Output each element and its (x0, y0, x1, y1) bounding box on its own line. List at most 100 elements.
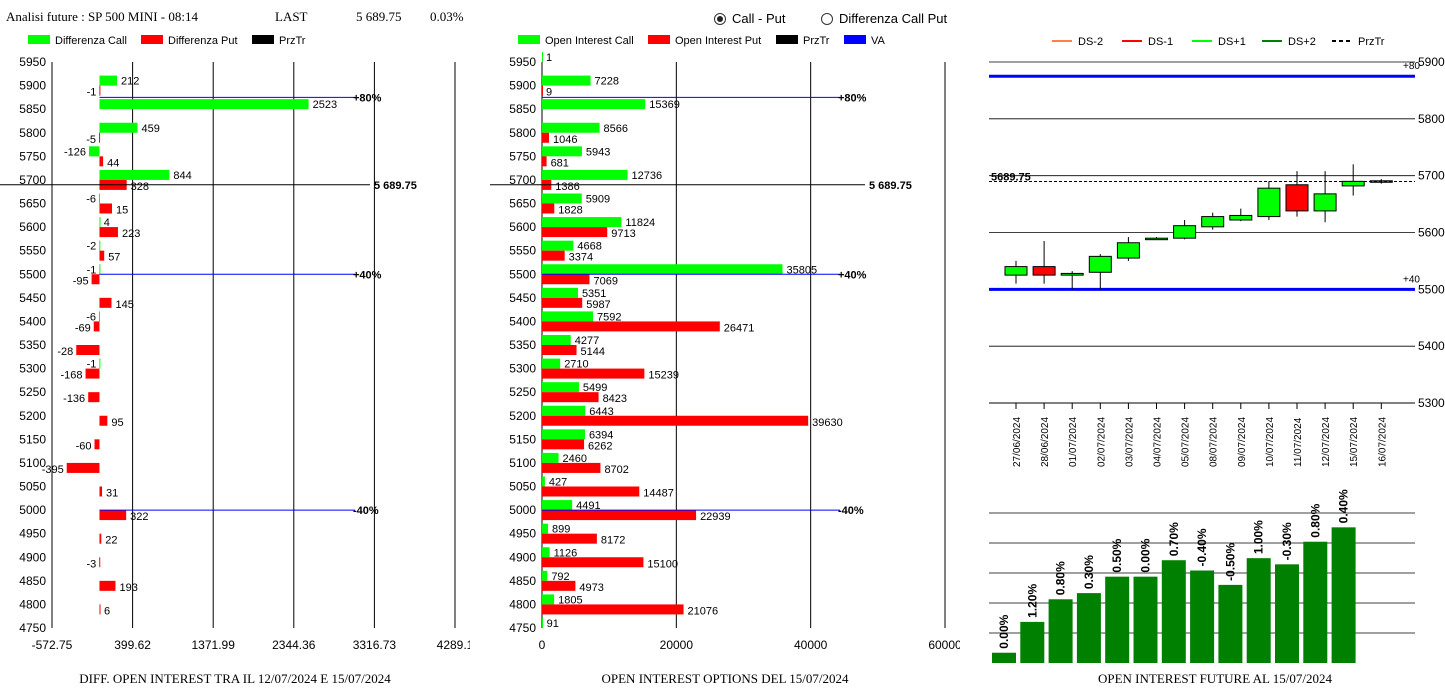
legend-label: PrzTr (279, 35, 306, 47)
y-tick-label: 5500 (509, 267, 536, 281)
call-bar (542, 452, 559, 463)
put-bar (542, 580, 576, 591)
candle-body (1201, 216, 1225, 228)
call-value-label: 5943 (586, 146, 610, 158)
call-value-label: -2 (87, 241, 97, 253)
call-value-label: -126 (64, 146, 86, 158)
put-value-label: 57 (108, 252, 120, 264)
x-tick-label: 04/07/2024 (1153, 417, 1164, 467)
call-bar (542, 405, 586, 416)
call-value-label: 4 (104, 217, 110, 229)
change-percent: 0.03% (430, 9, 464, 24)
put-bar (99, 250, 105, 261)
y-tick-label: 5950 (509, 55, 536, 69)
diff-chart-caption: DIFF. OPEN INTEREST TRA IL 12/07/2024 E … (79, 671, 391, 686)
x-tick-label: 16/07/2024 (1377, 417, 1388, 467)
call-value-label: 4277 (575, 335, 599, 347)
y-tick-label: 5800 (509, 126, 536, 140)
put-value-label: 8702 (604, 464, 628, 476)
call-value-label: 7592 (597, 311, 621, 323)
future-bar (992, 652, 1016, 663)
y-tick-label: 5800 (1418, 112, 1445, 126)
put-value-label: 223 (122, 228, 140, 240)
va-label: +80% (838, 92, 867, 104)
call-value-label: 2523 (313, 99, 337, 111)
future-bar-label: 0.70% (1167, 522, 1181, 556)
y-tick-label: 5400 (19, 314, 46, 328)
put-value-label: 1828 (558, 205, 582, 217)
put-value-label: -28 (57, 346, 73, 358)
call-bar (542, 594, 555, 605)
last-value: 5 689.75 (356, 9, 402, 24)
call-bar (542, 429, 585, 440)
y-tick-label: 4900 (19, 550, 46, 564)
legend-label: PrzTr (803, 35, 830, 47)
call-bar (98, 193, 100, 204)
y-tick-label: 5050 (19, 480, 46, 494)
put-value-label: 3374 (569, 252, 593, 264)
y-tick-label: 5950 (19, 55, 46, 69)
option-diff-call-put-label: Differenza Call Put (839, 11, 948, 26)
va-label: +80% (353, 92, 382, 104)
x-tick-label: 09/07/2024 (1237, 417, 1248, 467)
put-bar (99, 156, 104, 167)
y-tick-label: 5000 (509, 503, 536, 517)
y-tick-label: 5550 (509, 244, 536, 258)
option-call-put[interactable]: Call - Put (714, 11, 785, 26)
future-bar (1218, 584, 1243, 663)
call-value-label: -1 (87, 359, 97, 371)
put-bar (99, 510, 127, 521)
legend-swatch (28, 35, 50, 44)
y-tick-label: 5050 (509, 480, 536, 494)
y-tick-label: 5100 (509, 456, 536, 470)
y-tick-label: 5250 (509, 385, 536, 399)
x-tick-label: 01/07/2024 (1068, 417, 1079, 467)
future-bar (1275, 564, 1299, 663)
call-value-label: -1 (87, 264, 97, 276)
future-bar (1133, 576, 1158, 663)
x-tick-label: 05/07/2024 (1181, 417, 1192, 467)
put-value-label: 1386 (555, 181, 579, 193)
x-tick-label: 03/07/2024 (1124, 417, 1135, 467)
put-bar (99, 132, 101, 143)
y-tick-label: 4750 (19, 621, 46, 635)
put-bar (542, 250, 565, 261)
x-tick-label: 12/07/2024 (1321, 417, 1332, 467)
option-diff-call-put[interactable]: Differenza Call Put (821, 11, 947, 26)
call-bar (99, 99, 309, 110)
call-bar (542, 122, 600, 133)
call-value-label: 427 (549, 477, 567, 489)
y-tick-label: 4950 (509, 527, 536, 541)
put-value-label: -5 (86, 134, 96, 146)
y-tick-label: 5700 (1418, 169, 1445, 183)
put-bar (66, 462, 100, 473)
put-bar (542, 321, 720, 332)
put-value-label: 681 (551, 157, 569, 169)
legend-label: DS+1 (1218, 36, 1246, 48)
legend-label: DS+2 (1288, 36, 1316, 48)
put-bar (542, 203, 555, 214)
y-tick-label: 4750 (509, 621, 536, 635)
call-value-label: 5351 (582, 288, 606, 300)
put-bar (542, 533, 597, 544)
call-value-label: -6 (86, 311, 96, 323)
future-bar (1303, 541, 1328, 663)
candle-body (1145, 237, 1168, 241)
oi-chart-caption: OPEN INTEREST OPTIONS DEL 15/07/2024 (601, 671, 849, 686)
put-bar (542, 486, 640, 497)
y-tick-label: 5850 (19, 102, 46, 116)
call-value-label: 15369 (649, 99, 680, 111)
radio-unselected-icon[interactable] (821, 12, 833, 25)
radio-selected-icon[interactable] (714, 12, 726, 25)
y-tick-label: 4900 (509, 550, 536, 564)
y-tick-label: 5400 (509, 314, 536, 328)
future-bar (1020, 621, 1045, 663)
legend-label: Differenza Call (55, 35, 127, 47)
put-value-label: 7069 (593, 275, 617, 287)
y-tick-label: 5650 (509, 197, 536, 211)
open-interest-options-chart: Open Interest Call Open Interest Put PrzTr… (490, 35, 960, 652)
future-bar (1105, 576, 1130, 663)
future-bar-label: 0.00% (1139, 538, 1153, 572)
put-value-label: 5144 (581, 346, 605, 358)
put-bar (85, 368, 100, 379)
